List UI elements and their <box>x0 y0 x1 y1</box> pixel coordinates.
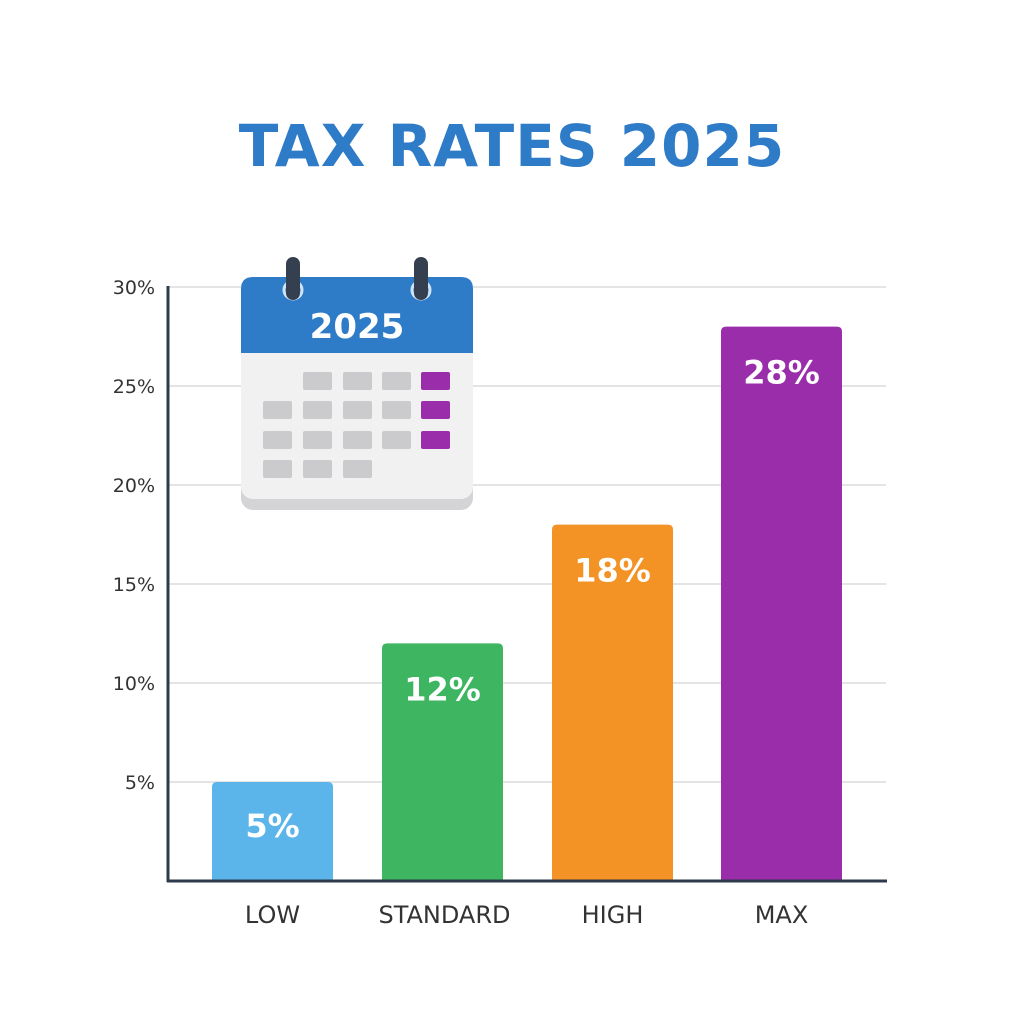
bar-low <box>212 782 333 881</box>
y-tick-label: 30% <box>113 277 155 299</box>
x-tick-label: STANDARD <box>378 901 510 929</box>
calendar-day <box>343 431 372 449</box>
calendar-day-highlighted <box>421 401 450 419</box>
calendar-day <box>382 401 411 419</box>
x-tick-label: LOW <box>245 901 300 929</box>
calendar-day <box>263 460 292 478</box>
calendar-day <box>303 372 332 390</box>
x-tick-labels: LOW STANDARD HIGH MAX <box>245 901 808 929</box>
calendar-day <box>303 401 332 419</box>
calendar-day <box>343 372 372 390</box>
x-tick-label: HIGH <box>582 901 644 929</box>
calendar-day <box>303 431 332 449</box>
binder-ring-icon <box>414 257 428 300</box>
calendar-day <box>343 460 372 478</box>
bar-high <box>552 524 673 881</box>
calendar-day <box>263 401 292 419</box>
bars: 5% 12% 18% 28% <box>212 326 842 882</box>
bar-max <box>721 326 842 882</box>
data-label: 18% <box>574 552 651 590</box>
calendar-day-highlighted <box>421 372 450 390</box>
bar-standard <box>382 643 503 881</box>
y-tick-label: 25% <box>113 376 155 398</box>
y-tick-label: 15% <box>113 574 155 596</box>
calendar-day <box>263 431 292 449</box>
y-tick-labels: 5% 10% 15% 20% 25% 30% <box>113 277 155 794</box>
data-label: 5% <box>245 807 299 845</box>
calendar-icon: 2025 <box>241 257 473 510</box>
data-label: 28% <box>743 354 820 392</box>
calendar-year: 2025 <box>310 307 405 347</box>
calendar-day <box>303 460 332 478</box>
binder-ring-icon <box>286 257 300 300</box>
y-tick-label: 20% <box>113 475 155 497</box>
calendar-day-highlighted <box>421 431 450 449</box>
calendar-day <box>382 431 411 449</box>
x-tick-label: MAX <box>755 901 809 929</box>
y-tick-label: 10% <box>113 673 155 695</box>
data-label: 12% <box>404 670 481 708</box>
chart-title: TAX RATES 2025 <box>238 112 786 180</box>
y-tick-label: 5% <box>125 772 155 794</box>
calendar-day <box>343 401 372 419</box>
calendar-day <box>382 372 411 390</box>
